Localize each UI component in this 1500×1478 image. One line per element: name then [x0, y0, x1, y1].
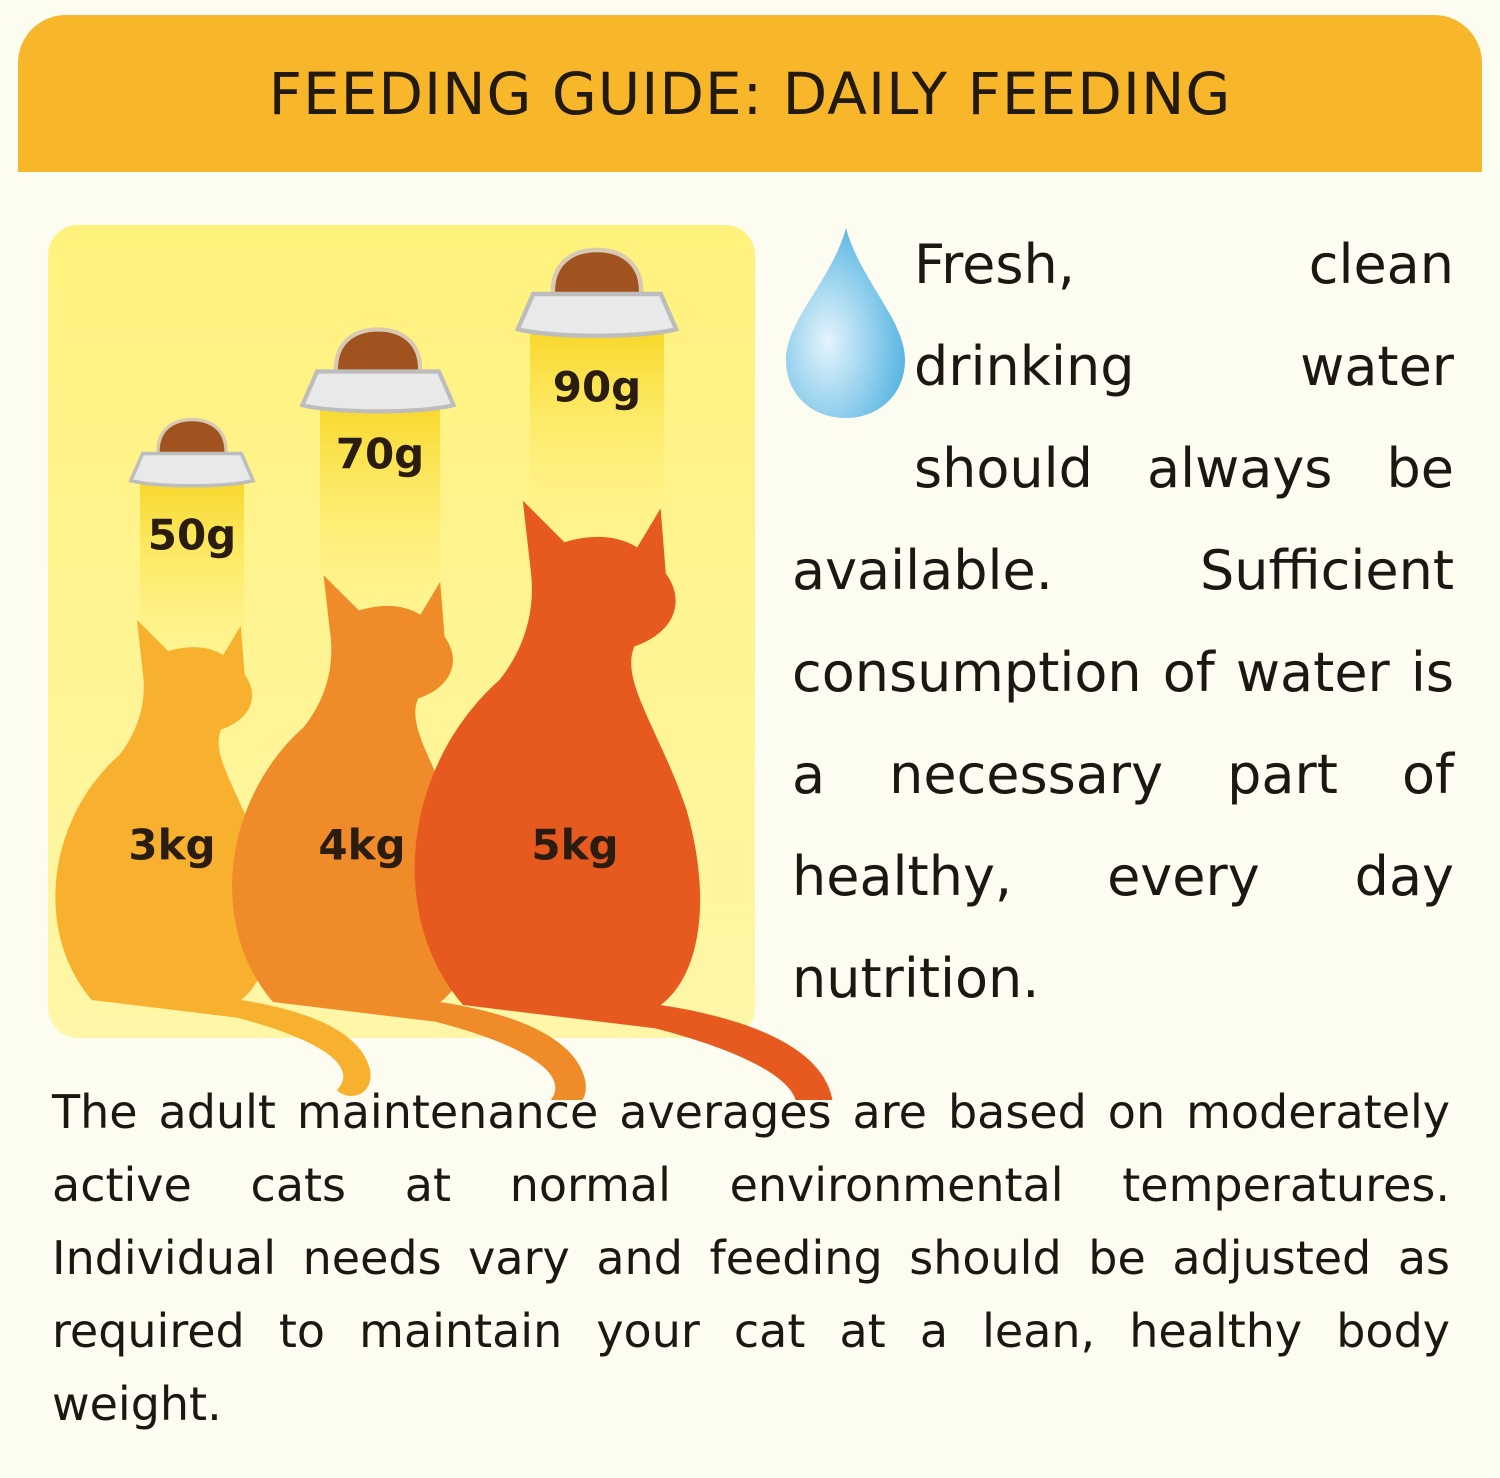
note-text: The adult maintenance averages are based… [52, 1085, 1450, 1431]
beam [530, 320, 664, 530]
illustration: 50g 70g 90g 3kg 4kg 5kg [48, 225, 905, 1100]
water-text: Fresh, clean drinking water should alway… [792, 233, 1454, 1010]
header-bar: FEEDING GUIDE: DAILY FEEDING [18, 15, 1482, 172]
weight-label: 5kg [531, 821, 618, 870]
amount-label: 50g [148, 511, 237, 560]
water-text-block: Fresh, clean drinking water should alway… [792, 214, 1454, 1030]
amount-label: 90g [553, 363, 642, 412]
weight-label: 3kg [128, 821, 215, 870]
beam [320, 390, 440, 620]
water-drop [786, 228, 905, 418]
spacer [792, 214, 914, 520]
amount-label: 70g [336, 430, 425, 479]
title: FEEDING GUIDE: DAILY FEEDING [268, 59, 1232, 128]
weight-label: 4kg [318, 821, 405, 870]
beam [140, 470, 244, 670]
